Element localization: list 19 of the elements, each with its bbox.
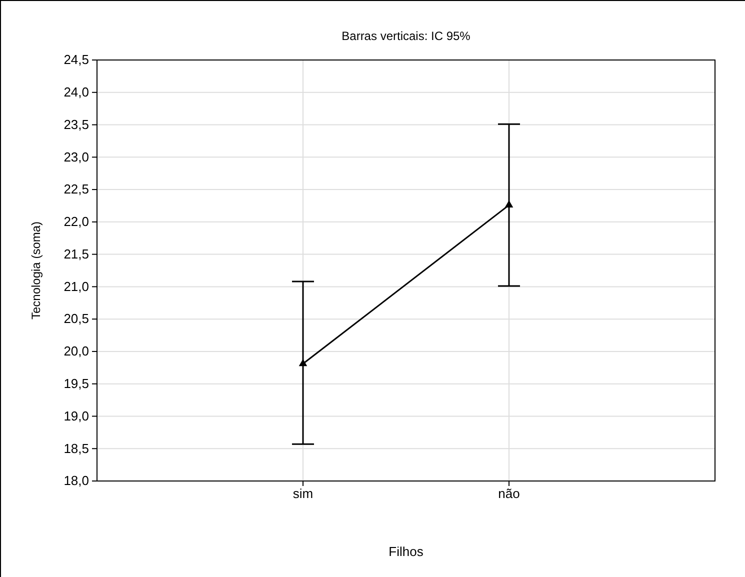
y-tick-label: 21,0 — [64, 278, 89, 294]
y-tick-label: 19,0 — [64, 408, 89, 424]
y-tick-label: 22,0 — [64, 214, 89, 230]
y-tick-label: 22,5 — [64, 182, 89, 197]
y-tick-label: 24,0 — [64, 84, 89, 100]
x-axis-title: Filhos — [388, 544, 424, 559]
x-tick-label: não — [498, 486, 520, 502]
y-tick-label: 20,0 — [64, 344, 89, 359]
y-tick-label: 19,5 — [64, 376, 89, 392]
y-axis-title: Tecnologia (soma) — [29, 221, 43, 320]
y-tick-label: 21,5 — [64, 246, 89, 262]
y-tick-label: 18,5 — [64, 440, 89, 456]
y-tick-label: 20,5 — [64, 311, 89, 326]
y-tick-label: 23,0 — [64, 149, 89, 164]
y-tick-label: 18,0 — [64, 473, 89, 488]
y-tick-label: 24,5 — [64, 52, 89, 68]
chart-title: Barras verticais: IC 95% — [342, 29, 471, 43]
y-tick-label: 23,5 — [64, 116, 89, 132]
x-tick-label: sim — [292, 486, 314, 502]
